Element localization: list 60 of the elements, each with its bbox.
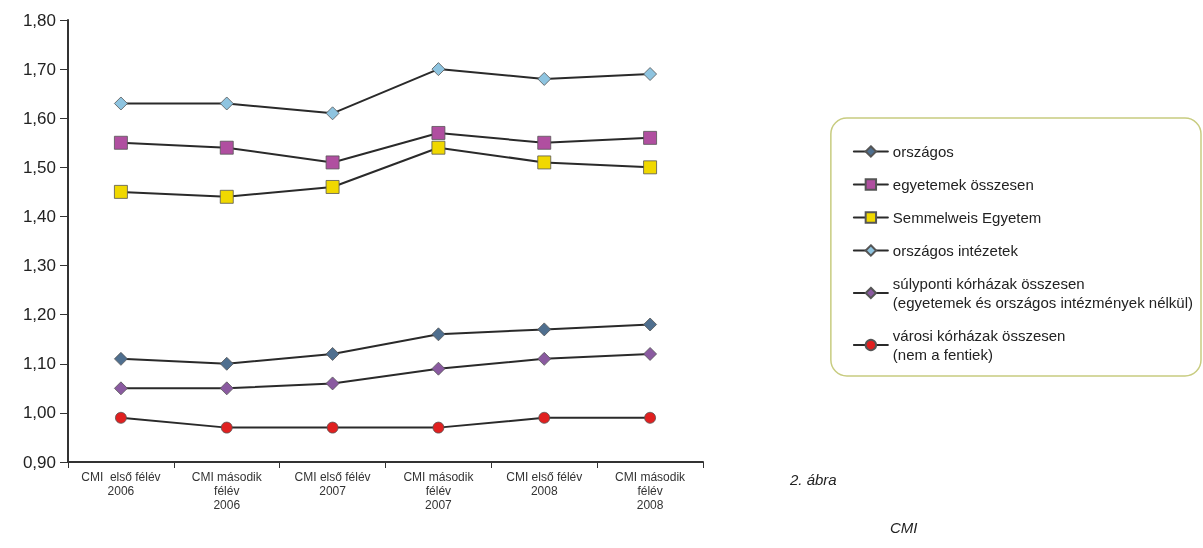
point: [114, 351, 128, 366]
point: [431, 62, 446, 77]
point: [325, 106, 340, 121]
x-tick-label: CMI második félév 2008: [615, 470, 687, 512]
point: [431, 327, 446, 342]
point: [220, 421, 233, 434]
point: [537, 322, 552, 337]
y-tick-label: 1,40: [22, 206, 56, 226]
point: [431, 126, 446, 140]
text: 2. ábra: [789, 471, 837, 488]
y-tick-label: 1,80: [22, 10, 56, 30]
point: [219, 356, 234, 371]
y-tick-label: 1,10: [22, 354, 56, 374]
point: [643, 347, 657, 361]
y-tick-label: 1,20: [22, 305, 56, 325]
legend-label: súlyponti kórházak összesen (egyetemek és országos intézmények nélkül): [892, 275, 1193, 311]
legend-label: országos: [892, 143, 954, 160]
legend-label: országos intézetek: [892, 242, 1019, 259]
legend-label: Semmelweis Egyetem: [892, 209, 1042, 226]
point: [431, 140, 446, 155]
point: [537, 135, 552, 150]
point: [643, 160, 657, 175]
point: [219, 140, 234, 155]
point: [219, 96, 234, 111]
point: [644, 411, 656, 424]
point: [114, 96, 128, 111]
point: [537, 72, 552, 86]
point: [537, 351, 552, 366]
x-tick-label: CMI első félév 2006: [81, 470, 161, 498]
y-tick-label: 1,00: [22, 403, 56, 423]
point: [431, 361, 446, 376]
text: CMI: [890, 519, 918, 536]
point: [114, 135, 128, 150]
point: [538, 411, 551, 424]
point: [219, 381, 234, 396]
point: [643, 67, 657, 81]
x-tick-label: CMI második félév 2007: [403, 470, 475, 512]
point: [325, 376, 340, 391]
x-tick-label: CMI első félév 2007: [294, 470, 371, 498]
point: [325, 180, 340, 194]
legend-label: városi kórházak összesen (nem a fentiek): [892, 327, 1066, 363]
x-tick-label: CMI második félév 2006: [191, 470, 263, 512]
y-tick-label: 0,90: [22, 452, 56, 472]
y-tick-label: 1,70: [22, 59, 56, 79]
x-tick-label: CMI első félév 2008: [506, 470, 583, 498]
y-tick-label: 1,50: [22, 157, 56, 177]
point: [432, 421, 445, 434]
legend-label: egyetemek összesen: [892, 176, 1034, 193]
y-tick-label: 1,60: [22, 108, 56, 128]
point: [537, 155, 552, 170]
y-tick-label: 1,30: [22, 256, 56, 276]
point: [219, 189, 234, 204]
point: [114, 184, 128, 199]
point: [643, 317, 657, 332]
point: [325, 155, 340, 170]
point: [325, 347, 340, 361]
point: [326, 421, 339, 434]
point: [114, 381, 128, 396]
point: [643, 130, 657, 145]
point: [115, 411, 127, 424]
